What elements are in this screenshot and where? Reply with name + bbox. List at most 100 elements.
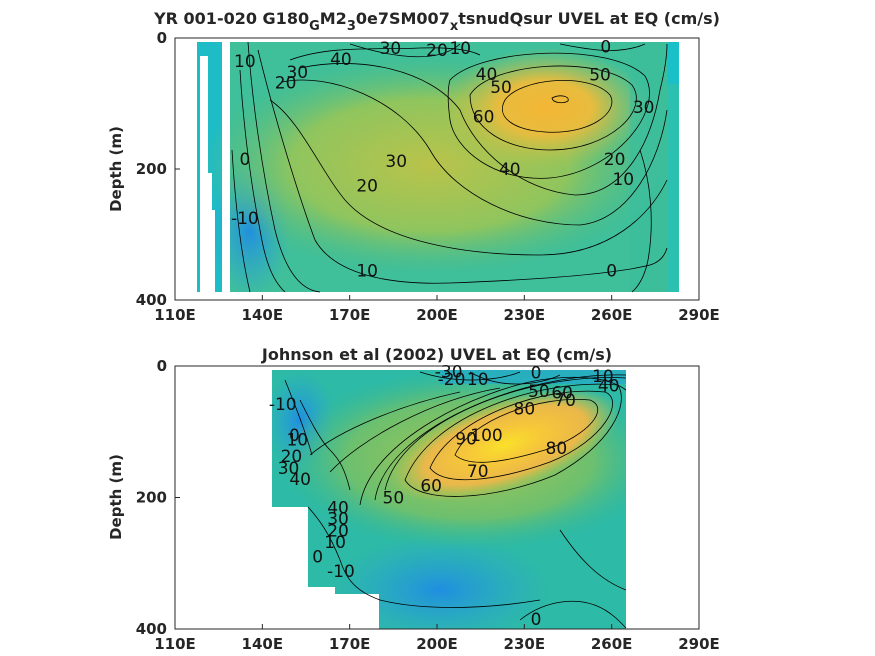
- bottom-contour-label: 0: [289, 426, 300, 446]
- bottom-contour-label: -10: [269, 395, 297, 415]
- top-contour-label: 0: [600, 38, 611, 58]
- title-segment: M2: [320, 9, 347, 28]
- top-contour-label: 10: [356, 262, 378, 282]
- bottom-y-tick-label: 0: [157, 357, 167, 375]
- bottom-contour-label: 0: [531, 364, 542, 384]
- bottom-mask-step-2: [308, 587, 335, 629]
- bottom-y-tick-label: 200: [136, 489, 167, 507]
- bottom-x-tick-label: 110E: [154, 635, 196, 653]
- bottom-field-surface-westward: [440, 370, 626, 384]
- top-gap-4: [212, 210, 215, 300]
- bottom-contour-label: 30: [278, 459, 300, 479]
- bottom-x-tick-label: 170E: [329, 635, 371, 653]
- bottom-contour-label: 90: [455, 429, 477, 449]
- bottom-contour-label: 20: [281, 447, 303, 467]
- bottom-contour-label: 80: [546, 439, 568, 459]
- bottom-contour-label: 60: [551, 383, 573, 403]
- top-contour-label: 20: [356, 176, 378, 196]
- top-field-east-edge: [667, 42, 679, 84]
- top-contour-label: 40: [330, 50, 352, 70]
- top-contour-line: [269, 99, 668, 256]
- bottom-contour-label: 10: [286, 431, 308, 451]
- top-contour-label: 0: [606, 262, 617, 282]
- bottom-x-tick-label: 140E: [242, 635, 284, 653]
- top-gap-west: [175, 38, 197, 300]
- bottom-contour-line: [559, 529, 627, 591]
- top-contour-line: [559, 43, 646, 51]
- bottom-mask-step-3: [335, 594, 379, 629]
- bottom-contour-label: 50: [383, 489, 405, 509]
- top-x-tick-label: 140E: [242, 306, 284, 324]
- top-gap-2: [207, 173, 212, 300]
- bottom-contour-label: 70: [467, 462, 489, 482]
- top-contour-line: [447, 52, 650, 179]
- title-segment: 3: [347, 19, 356, 34]
- top-contour-label: 20: [426, 41, 448, 61]
- bottom-contour-line: [419, 371, 521, 381]
- title-segment: YR 001-020 G180: [153, 9, 309, 28]
- bottom-field-core: [390, 388, 620, 502]
- title-segment: 0e7SM007: [356, 9, 450, 28]
- top-contour-line: [281, 79, 668, 226]
- top-contour-line: [631, 149, 652, 293]
- title-segment: x: [450, 19, 459, 34]
- bottom-contour-line: [284, 379, 313, 456]
- bottom-mask-west: [175, 366, 272, 629]
- top-gap-1: [200, 56, 208, 300]
- top-x-tick-label: 200E: [416, 306, 458, 324]
- title-segment: G: [309, 19, 320, 34]
- top-contour-line: [349, 43, 461, 58]
- top-y-axis-label: Depth (m): [107, 126, 125, 212]
- bottom-contour-label: 10: [467, 370, 489, 390]
- top-contour-line: [231, 149, 251, 293]
- top-gap-seafloor: [240, 292, 680, 300]
- bottom-contours: [284, 371, 627, 629]
- top-contour-label: 50: [490, 78, 512, 98]
- bottom-contour-label: -10: [327, 562, 355, 582]
- top-field: [175, 38, 699, 300]
- top-contour-label: 10: [234, 52, 256, 72]
- bottom-contour-label: 10: [592, 367, 614, 387]
- top-contour-line: [289, 47, 481, 61]
- bottom-x-tick-label: 200E: [416, 635, 458, 653]
- bottom-contour-label: -30: [435, 362, 463, 382]
- bottom-mask-top: [272, 366, 626, 370]
- bottom-x-tick-label: 290E: [678, 635, 720, 653]
- bottom-contour-label: 0: [531, 610, 542, 630]
- bottom-y-tick-label: 400: [136, 620, 167, 638]
- top-contour-label: 20: [275, 74, 297, 94]
- top-y-tick-label: 200: [136, 160, 167, 178]
- top-contour-label: 40: [476, 65, 498, 85]
- bottom-contour-line: [374, 374, 627, 501]
- bottom-contour-label: 60: [420, 477, 442, 497]
- top-contour-line: [247, 41, 321, 293]
- top-contour-line: [502, 80, 613, 133]
- bottom-contour-label: 80: [514, 400, 536, 420]
- top-contour-line: [551, 95, 569, 104]
- top-gap-3: [222, 42, 230, 300]
- top-contour-label: 30: [286, 63, 308, 83]
- bottom-contour-label: 50: [528, 382, 550, 402]
- top-contour-line: [469, 65, 637, 151]
- top-contours: [231, 41, 668, 293]
- bottom-contour-line: [404, 383, 622, 497]
- top-contour-label: 60: [473, 108, 495, 128]
- bottom-chart-title: Johnson et al (2002) UVEL at EQ (cm/s): [261, 345, 612, 364]
- top-contour-label: -10: [231, 209, 259, 229]
- bottom-field: [175, 366, 699, 629]
- top-contour-label: 30: [633, 98, 655, 118]
- bottom-x-tick-label: 230E: [504, 635, 546, 653]
- top-contour-label: 50: [589, 66, 611, 86]
- bottom-x-tick-label: 260E: [591, 635, 633, 653]
- top-x-tick-label: 110E: [154, 306, 196, 324]
- top-y-tick-label: 0: [157, 29, 167, 47]
- bottom-mask-east: [626, 366, 699, 629]
- top-x-tick-label: 170E: [329, 306, 371, 324]
- bottom-contour-label: 20: [327, 521, 349, 541]
- bottom-contour-label: 10: [324, 533, 346, 553]
